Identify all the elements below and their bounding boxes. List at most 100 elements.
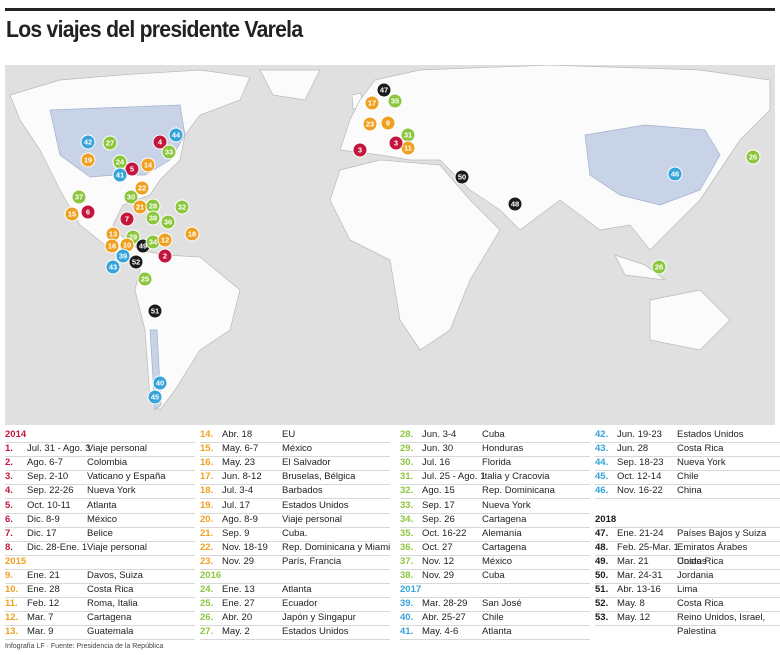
map-marker — [380, 115, 396, 131]
trip-place: Colombia — [87, 457, 128, 469]
trip-dates: Jun. 28 — [617, 443, 649, 455]
trip-number: 1. — [5, 443, 13, 455]
trip-place: Bruselas, Bélgica — [282, 471, 356, 483]
trip-dates: Feb. 25-Mar. 1 — [617, 541, 679, 553]
trip-dates: Abr. 18 — [222, 429, 253, 440]
trip-row: 34. Sep. 26 Cartagena — [400, 513, 590, 528]
trip-dates: Nov. 29 — [422, 570, 455, 581]
map-marker — [145, 210, 161, 226]
trip-place: Reino Unidos, Israel, Palestina — [677, 612, 766, 638]
trip-row: 28. Jun. 3-4 Cuba — [400, 428, 590, 444]
trip-number: 43. — [595, 443, 609, 455]
trip-row: 6. Dic. 8-9 México — [5, 513, 195, 528]
marker-label: 40 — [156, 379, 164, 388]
trip-dates: May. 2 — [222, 626, 250, 638]
trip-dates: Jul. 31 - Ago. 3 — [27, 443, 91, 455]
trip-number: 8. — [5, 541, 13, 553]
marker-label: 46 — [671, 170, 679, 179]
year-row: 2018 — [595, 513, 780, 528]
map-marker — [80, 204, 96, 220]
trip-row: 13. Mar. 9 Guatemala — [5, 625, 195, 641]
trip-dates: Jul. 16 — [422, 457, 450, 469]
trip-row: 33. Sep. 17 Nueva York — [400, 499, 590, 514]
map-marker — [651, 259, 667, 275]
trip-number: 26. — [200, 612, 214, 624]
trip-row: 9. Ene. 21 Davos, Suiza — [5, 569, 195, 585]
trip-row: 11. Feb. 12 Roma, Italia — [5, 597, 195, 613]
trip-place: Nueva York — [482, 499, 531, 511]
map-marker — [507, 196, 523, 212]
trip-number: 22. — [200, 541, 214, 553]
trip-number: 49. — [595, 555, 609, 567]
trip-dates: Nov. 18-19 — [222, 541, 268, 553]
trip-number: 51. — [595, 584, 609, 596]
trip-dates: May. 12 — [617, 612, 651, 624]
trip-row: 15. May. 6-7 México — [200, 442, 390, 458]
trip-row: 2. Ago. 6-7 Colombia — [5, 456, 195, 472]
trip-place: Chile — [482, 612, 504, 624]
trip-number: 45. — [595, 471, 609, 483]
source: Infografía LF · Fuente: Presidencia de l… — [5, 643, 164, 650]
marker-label: 26 — [655, 263, 663, 272]
trip-row: 20. Ago. 8-9 Viaje personal — [200, 513, 390, 528]
trip-row: 23. Nov. 29 París, Francia — [200, 555, 390, 570]
marker-label: 37 — [75, 193, 83, 202]
trip-row: 35. Oct. 16-22 Alemania — [400, 527, 590, 542]
trip-number: 44. — [595, 457, 609, 469]
marker-label: 47 — [380, 86, 388, 95]
marker-label: 13 — [109, 230, 117, 239]
map-marker — [147, 389, 163, 405]
trip-number: 12. — [5, 612, 19, 624]
trip-number: 31. — [400, 471, 414, 483]
marker-label: 18 — [188, 230, 196, 239]
trip-dates: Sep. 9 — [222, 527, 250, 539]
trip-row: 8. Dic. 28-Ene. 1 Viaje personal — [5, 541, 195, 556]
trip-row: 29. Jun. 30 Honduras — [400, 442, 590, 458]
trip-row: 27. May. 2 Estados Unidos — [200, 625, 390, 641]
map-marker — [105, 259, 121, 275]
map-marker — [112, 167, 128, 183]
map-marker — [667, 166, 683, 182]
trip-number: 7. — [5, 527, 13, 539]
trip-row: 32. Ago. 15 Rep. Dominicana — [400, 484, 590, 500]
trip-row: 43. Jun. 28 Costa Rica — [595, 442, 780, 458]
map-marker — [184, 226, 200, 242]
trip-row: 21. Sep. 9 Cuba. — [200, 527, 390, 542]
trip-place: Roma, Italia — [87, 598, 138, 610]
trip-number: 40. — [400, 612, 414, 624]
trip-number: 5. — [5, 499, 13, 511]
marker-label: 26 — [749, 153, 757, 162]
trip-number: 39. — [400, 598, 414, 610]
map-marker — [64, 206, 80, 222]
year: 2016 — [200, 570, 222, 581]
trip-place: México — [87, 513, 118, 525]
trip-place: Costa Rica — [677, 598, 724, 610]
marker-label: 24 — [116, 158, 125, 167]
trip-dates: Ago. 6-7 — [27, 457, 63, 469]
map-marker — [157, 248, 173, 264]
map-marker — [134, 180, 150, 196]
trip-place: Barbados — [282, 485, 323, 497]
trip-row: 46. Nov. 16-22 China — [595, 484, 780, 500]
trip-number: 36. — [400, 541, 414, 553]
trip-number: 34. — [400, 513, 414, 525]
marker-label: 49 — [139, 242, 147, 251]
trip-place: Cuba — [482, 570, 505, 581]
marker-label: 51 — [151, 307, 159, 316]
trip-place: Cuba — [482, 429, 505, 440]
trip-row: 25. Ene. 27 Ecuador — [200, 597, 390, 613]
map-marker — [152, 375, 168, 391]
trip-row: 42. Jun. 19-23 Estados Unidos — [595, 428, 780, 444]
trip-dates: Ene. 13 — [222, 584, 255, 596]
trip-number: 24. — [200, 584, 214, 596]
trip-dates: Dic. 8-9 — [27, 513, 60, 525]
marker-label: 5 — [130, 165, 134, 174]
trip-dates: Ene. 21 — [27, 570, 60, 581]
trip-dates: Oct. 12-14 — [617, 471, 662, 483]
trip-row: 1. Jul. 31 - Ago. 3 Viaje personal — [5, 442, 195, 458]
trip-place: Guatemala — [87, 626, 134, 638]
trip-place: Costa Rica — [677, 555, 724, 567]
trip-number: 41. — [400, 626, 414, 638]
year: 2014 — [5, 429, 27, 440]
trip-dates: Jul. 3-4 — [222, 485, 254, 497]
